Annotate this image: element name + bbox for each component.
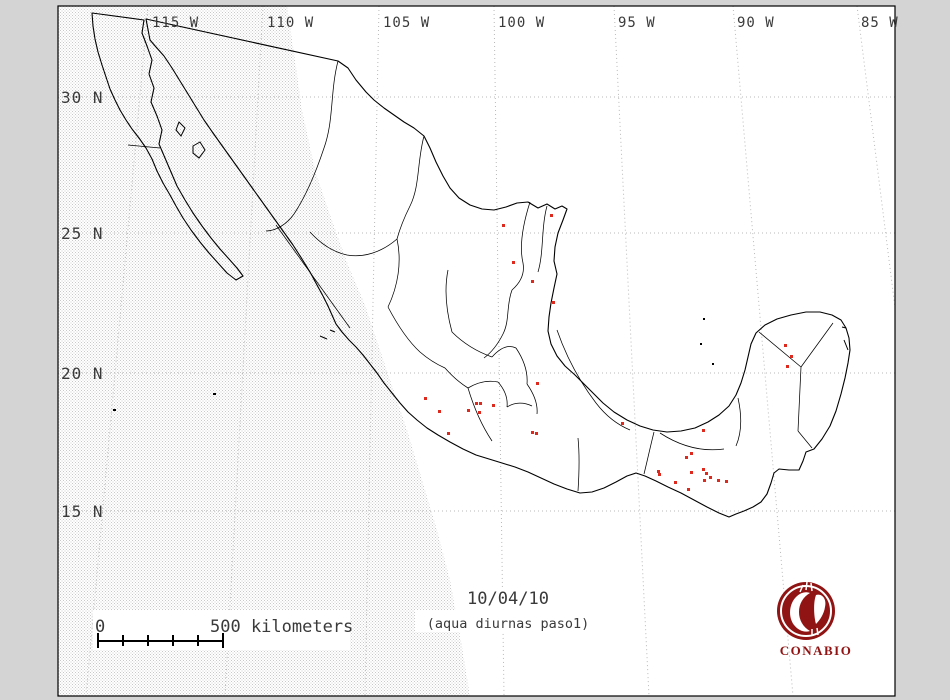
- hotspot-dot: [438, 410, 441, 413]
- fire-hotspots-layer: [424, 214, 793, 491]
- island-dot: [213, 393, 216, 395]
- island-dot: [703, 318, 705, 320]
- hotspot-dot: [550, 214, 553, 217]
- state-boundaries: [127, 60, 834, 492]
- hotspot-dot: [657, 470, 660, 473]
- hotspot-dot: [725, 480, 728, 483]
- hotspot-dot: [702, 429, 705, 432]
- hotspot-dot: [674, 481, 677, 484]
- hotspot-dot: [502, 224, 505, 227]
- longitude-label: 100 W: [498, 15, 545, 31]
- island-dot: [712, 363, 714, 365]
- hotspot-dot: [709, 476, 712, 479]
- hotspot-dot: [705, 472, 708, 475]
- conabio-logo-text: CONABIO: [780, 643, 853, 658]
- hotspot-dot: [552, 301, 555, 304]
- longitude-label: 95 W: [618, 15, 656, 31]
- hotspot-dot: [687, 488, 690, 491]
- scale-bar-backplate: [93, 610, 350, 650]
- scale-distance-label: 500 kilometers: [210, 617, 353, 637]
- hotspot-dot: [790, 355, 793, 358]
- scale-bar: 0 500 kilometers: [93, 610, 353, 650]
- hotspot-dot: [703, 479, 706, 482]
- longitude-label: 85 W: [861, 15, 899, 31]
- scale-zero-label: 0: [95, 617, 105, 637]
- hotspot-dot: [424, 397, 427, 400]
- hotspot-dot: [478, 411, 481, 414]
- map-caption: 10/04/10 (aqua diurnas paso1): [415, 587, 601, 632]
- hotspot-dot: [531, 431, 534, 434]
- mexico-mainland-outline: [145, 18, 851, 518]
- hotspot-dot: [512, 261, 515, 264]
- latitude-label: 20 N: [61, 364, 104, 383]
- island-dot: [700, 343, 702, 345]
- hotspot-dot: [685, 456, 688, 459]
- hotspot-dot: [492, 404, 495, 407]
- longitude-label: 110 W: [267, 15, 314, 31]
- scale-bar-ruler: [97, 633, 224, 648]
- hotspot-dot: [717, 479, 720, 482]
- hotspot-dot: [621, 422, 624, 425]
- hotspot-dot: [786, 365, 789, 368]
- hotspot-dot: [531, 280, 534, 283]
- latitude-label: 15 N: [61, 502, 104, 521]
- pass-subtitle-label: (aqua diurnas paso1): [427, 616, 590, 632]
- latitude-label: 25 N: [61, 224, 104, 243]
- hotspot-dot: [784, 344, 787, 347]
- conabio-logo-crest: [799, 581, 819, 636]
- caption-backplate: [455, 587, 561, 608]
- hotspot-dot: [447, 432, 450, 435]
- conabio-logo-glyph: [790, 592, 826, 632]
- map-frame-border: [57, 5, 896, 697]
- island-dot: [113, 409, 116, 411]
- hotspot-dot: [690, 471, 693, 474]
- hotspot-dot: [536, 382, 539, 385]
- latitude-label: 30 N: [61, 88, 104, 107]
- islands: [175, 121, 849, 351]
- date-label: 10/04/10: [467, 589, 549, 609]
- longitude-label: 115 W: [152, 15, 199, 31]
- hotspot-dot: [467, 409, 470, 412]
- hotspot-dot: [690, 452, 693, 455]
- caption-backplate: [415, 610, 601, 632]
- graticule-labels: 115 W 110 W 105 W 100 W 95 W 90 W 85 W 30 N 25 N…: [61, 15, 899, 521]
- hotspot-dot: [658, 473, 661, 476]
- conabio-logo: CONABIO: [777, 581, 853, 658]
- hotspot-dot: [475, 402, 478, 405]
- longitude-label: 105 W: [383, 15, 430, 31]
- baja-california-outline: [91, 12, 244, 281]
- geography-layer: [91, 12, 851, 518]
- hotspot-dot: [702, 468, 705, 471]
- hotspot-dot: [479, 402, 482, 405]
- longitude-label: 90 W: [737, 15, 775, 31]
- hotspot-dot: [535, 432, 538, 435]
